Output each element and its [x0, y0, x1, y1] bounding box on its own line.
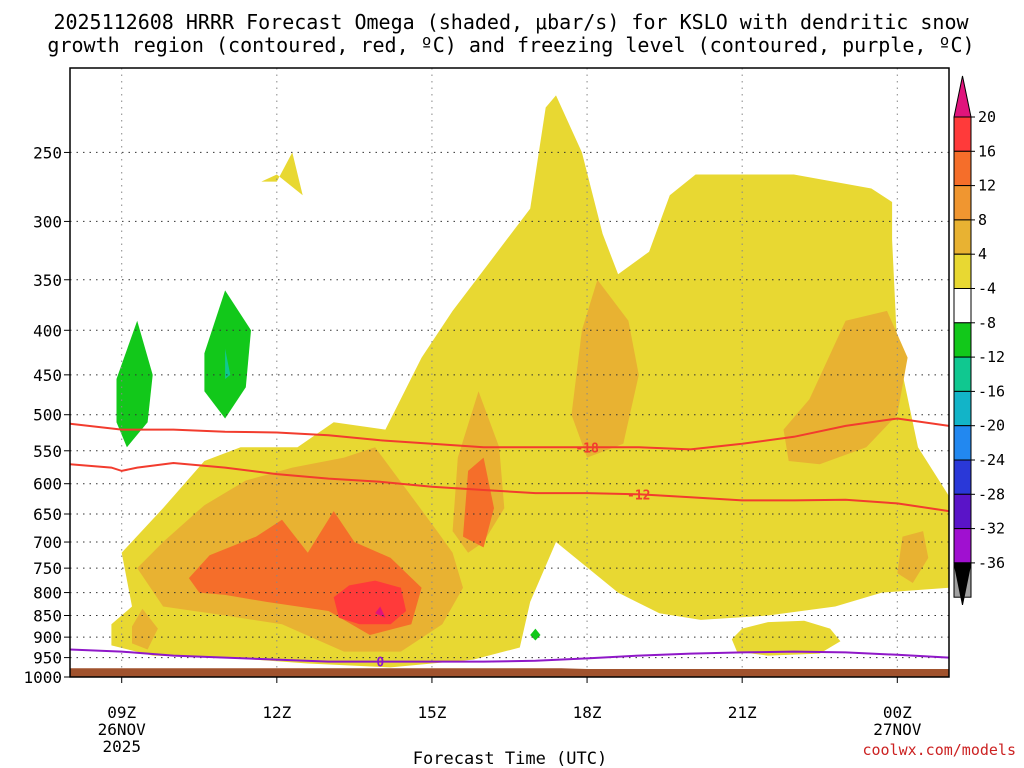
y-tick-label-900: 900	[33, 628, 62, 647]
x-tick-label-9-1: 26NOV	[98, 720, 147, 739]
omega-region-11	[333, 580, 407, 625]
colorbar-label-1: 16	[978, 142, 996, 160]
omega-region-14	[204, 290, 251, 419]
y-tick-label-600: 600	[33, 475, 62, 494]
colorbar-label-6: -8	[978, 314, 996, 332]
colorbar-label-10: -24	[978, 451, 1005, 469]
chart-title-line1: 2025112608 HRRR Forecast Omega (shaded, …	[53, 10, 969, 34]
colorbar-label-13: -36	[978, 554, 1005, 572]
colorbar-label-3: 8	[978, 211, 987, 229]
x-tick-label-9-0: 09Z	[107, 703, 136, 722]
y-tick-label-850: 850	[33, 607, 62, 626]
y-tick-label-1000: 1000	[23, 668, 62, 687]
x-tick-label-9-2: 2025	[102, 737, 141, 756]
colorbar-box-2	[953, 185, 972, 221]
omega-region-5	[571, 279, 639, 458]
y-tick-label-500: 500	[33, 406, 62, 425]
colorbar-box-9	[953, 425, 972, 461]
x-tick-label-15-0: 15Z	[417, 703, 446, 722]
colorbar: 20 16 12 8 4 -4 -8 -12 -16 -20 -24 -28 -32 -36	[953, 75, 1005, 605]
x-tick-label-12-0: 12Z	[262, 703, 291, 722]
y-tick-label-700: 700	[33, 533, 62, 552]
omega-region-2	[731, 620, 841, 656]
contour-label-0: -18	[575, 441, 599, 456]
contour-label-1: -12	[627, 488, 650, 503]
colorbar-box-8	[953, 390, 972, 427]
y-tick-label-550: 550	[33, 442, 62, 461]
plot-frame	[69, 67, 950, 678]
colorbar-box-1	[953, 150, 972, 187]
omega-region-8	[132, 608, 158, 650]
plot-area: -18 -12 0 250 300 350 400 450 500 550 600 650 700 750…	[23, 67, 950, 756]
colorbar-label-0: 20	[978, 108, 996, 126]
y-tick-label-400: 400	[33, 321, 62, 340]
contour-label-2: 0	[376, 656, 384, 671]
chart-title-line2: growth region (contoured, red, ºC) and f…	[47, 33, 974, 57]
x-tick-label-21-0: 21Z	[728, 703, 757, 722]
omega-region-10	[463, 457, 494, 548]
omega-region-13	[116, 320, 153, 448]
y-tick-label-300: 300	[33, 212, 62, 231]
colorbar-box-5	[953, 288, 972, 324]
x-tick-label-24-0: 00Z	[883, 703, 912, 722]
colorbar-label-5: -4	[978, 280, 996, 298]
colorbar-label-7: -12	[978, 348, 1005, 366]
y-tick-label-350: 350	[33, 271, 62, 290]
colorbar-label-8: -16	[978, 382, 1005, 400]
contour-line-0	[70, 417, 949, 451]
colorbar-bottom-arrow	[953, 562, 972, 605]
colorbar-top-arrow	[953, 75, 972, 118]
omega-region-7	[897, 531, 929, 583]
y-tick-label-800: 800	[33, 584, 62, 603]
colorbar-label-4: 4	[978, 245, 987, 263]
credit-text: coolwx.com/models	[862, 741, 1016, 759]
colorbar-label-9: -20	[978, 417, 1005, 435]
y-tick-label-250: 250	[33, 143, 62, 162]
terrain-fill	[70, 668, 949, 677]
x-tick-label-24-1: 27NOV	[873, 720, 922, 739]
contour-line-1	[70, 461, 949, 513]
y-tick-label-650: 650	[33, 505, 62, 524]
contour-line-2	[70, 648, 949, 663]
colorbar-label-11: -28	[978, 485, 1005, 503]
x-tick-label-18-0: 18Z	[573, 703, 602, 722]
colorbar-box-12	[953, 528, 972, 564]
colorbar-box-0	[953, 116, 972, 152]
colorbar-box-11	[953, 493, 972, 530]
omega-region-15	[225, 348, 231, 379]
x-axis-label: Forecast Time (UTC)	[413, 749, 607, 768]
y-tick-label-450: 450	[33, 366, 62, 385]
colorbar-box-6	[953, 322, 972, 358]
colorbar-box-4	[953, 253, 972, 289]
colorbar-box-10	[953, 459, 972, 495]
colorbar-box-3	[953, 219, 972, 255]
colorbar-box-7	[953, 356, 972, 392]
y-tick-label-750: 750	[33, 559, 62, 578]
colorbar-label-2: 12	[978, 177, 996, 195]
omega-region-1	[261, 152, 303, 196]
omega-region-12	[375, 606, 386, 618]
colorbar-label-12: -32	[978, 520, 1005, 538]
y-tick-label-950: 950	[33, 649, 62, 668]
omega-region-6	[783, 310, 908, 465]
